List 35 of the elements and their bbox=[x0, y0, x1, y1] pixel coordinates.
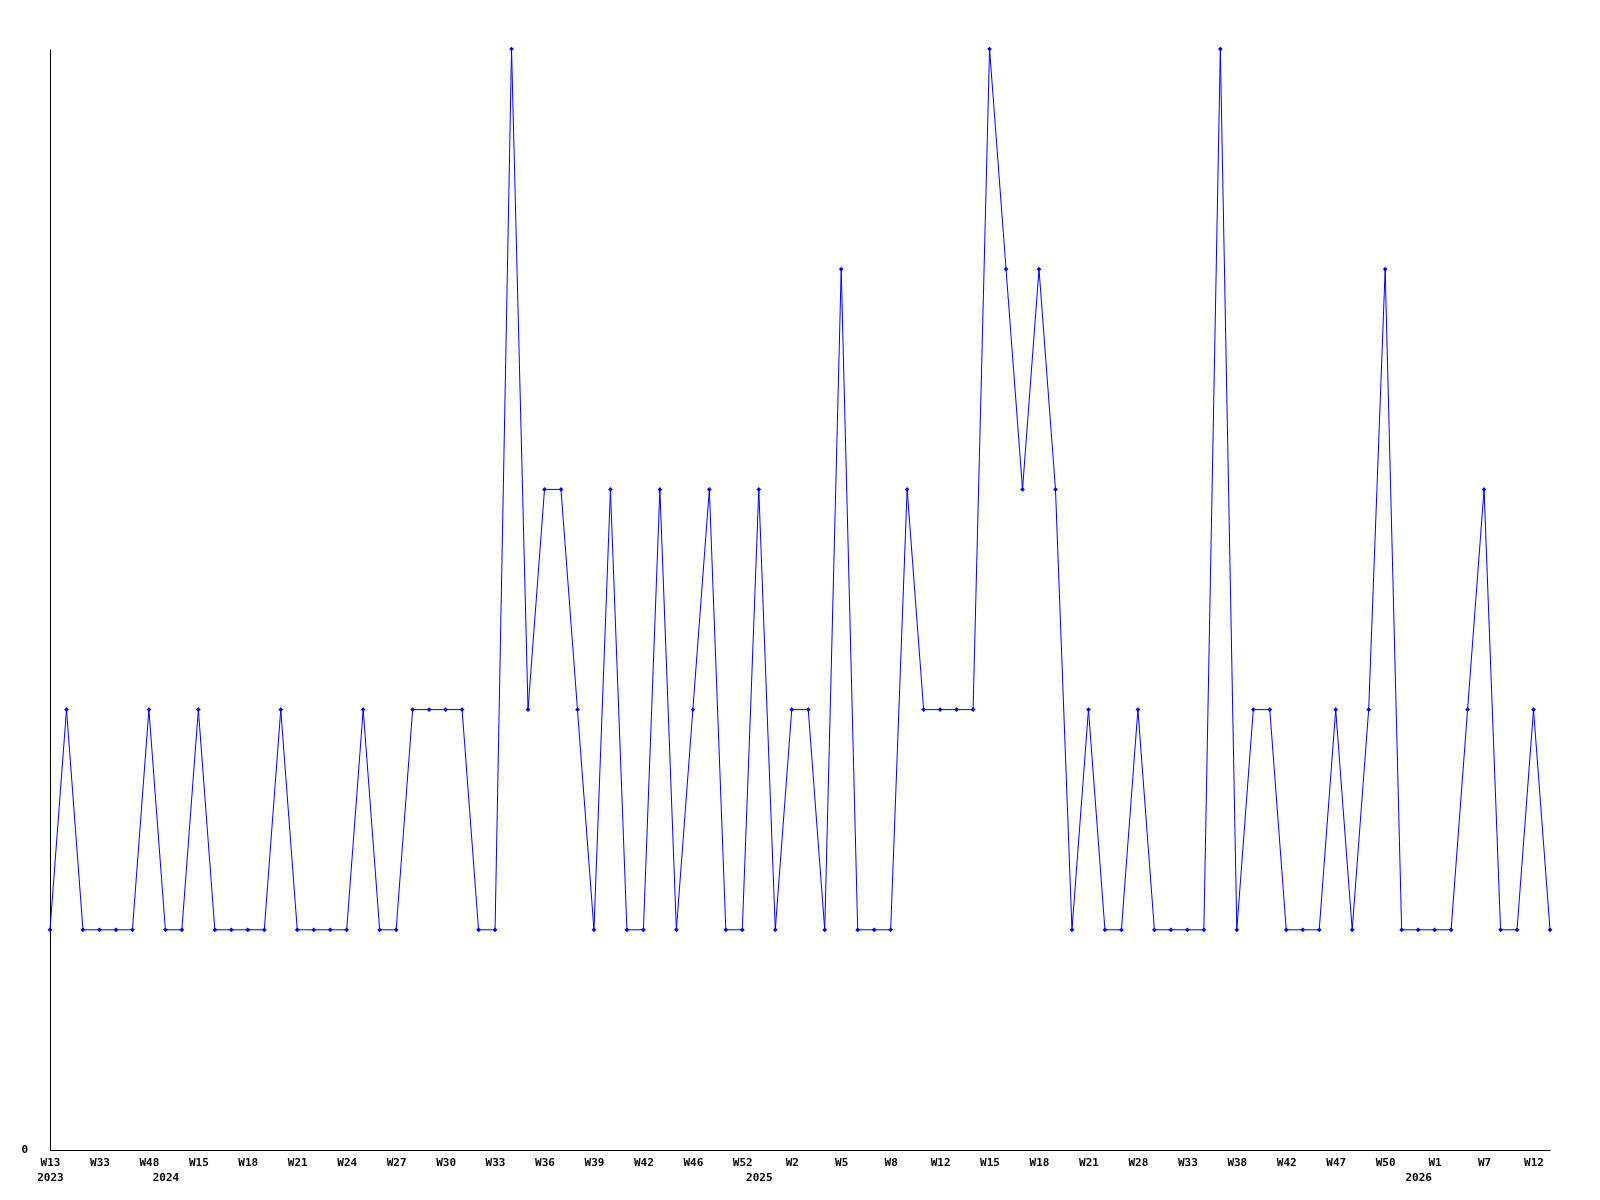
x-tick-label: W5 bbox=[835, 1155, 849, 1169]
x-tick-label: W21 bbox=[1079, 1155, 1100, 1169]
x-tick-label: W38 bbox=[1227, 1155, 1248, 1169]
x-tick-label: W50 bbox=[1375, 1155, 1396, 1169]
x-tick-label: W24 bbox=[337, 1155, 358, 1169]
x-tick-label: W33 bbox=[90, 1155, 110, 1169]
x-tick-label: W15 bbox=[188, 1155, 209, 1169]
x-tick-label: 2026 bbox=[1405, 1170, 1433, 1184]
x-tick-label: W15 bbox=[980, 1155, 1000, 1169]
x-tick-label: W18 bbox=[238, 1155, 259, 1169]
x-tick-label: W52 bbox=[732, 1155, 753, 1169]
x-tick-label: W13 2023 bbox=[37, 1155, 64, 1184]
x-tick-label: 2024 bbox=[152, 1170, 180, 1184]
x-tick-label: W21 bbox=[287, 1155, 309, 1169]
x-tick-label: W30 bbox=[436, 1155, 457, 1169]
x-tick-label: W46 bbox=[683, 1155, 704, 1169]
x-tick-label: W33 bbox=[485, 1155, 506, 1169]
x-tick-label: W48 bbox=[139, 1155, 160, 1169]
x-tick-label: W33 bbox=[1177, 1155, 1198, 1169]
x-tick-label: W27 bbox=[386, 1155, 407, 1169]
x-tick-label: W42 bbox=[1276, 1155, 1297, 1169]
x-tick-label: W12 bbox=[930, 1155, 951, 1169]
x-tick-label: W1 bbox=[1428, 1155, 1443, 1169]
x-tick-label: W39 bbox=[584, 1155, 605, 1169]
text: 0 bbox=[21, 1143, 28, 1156]
x-tick-label: W36 bbox=[535, 1155, 556, 1169]
x-tick-label: W47 bbox=[1326, 1155, 1347, 1169]
x-tick-label: W8 bbox=[884, 1155, 898, 1169]
x-tick-label: W2 bbox=[785, 1155, 799, 1169]
x-tick-label: 2025 bbox=[746, 1170, 773, 1184]
x-tick-label: W18 bbox=[1029, 1155, 1050, 1169]
x-tick-label: W28 bbox=[1128, 1155, 1149, 1169]
x-tick-label: W42 bbox=[633, 1155, 654, 1169]
x-tick-label: W12 bbox=[1524, 1155, 1544, 1169]
x-tick-label: W7 bbox=[1477, 1155, 1492, 1169]
